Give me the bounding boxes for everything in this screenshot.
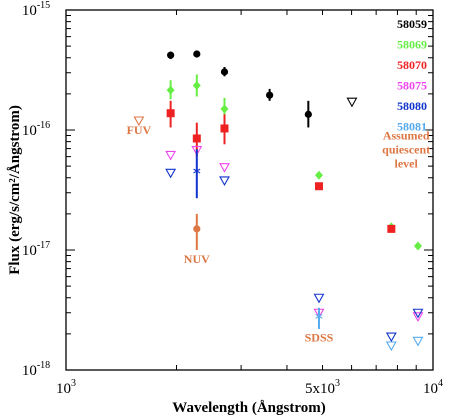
data-point [220, 104, 229, 114]
legend: 58059 58069 58070 58075 58080 58081 [397, 17, 427, 134]
data-point-upper-limit [165, 150, 177, 161]
data-point-upper-limit [412, 336, 424, 347]
x-axis-title: Wavelength (Ångstrom) [172, 400, 325, 416]
legend-entry: 58081 [397, 120, 427, 134]
data-point [220, 124, 229, 133]
data-point-upper-limit [133, 116, 145, 127]
axis-ticks [65, 9, 434, 371]
data-point [387, 224, 396, 233]
x-tick-label: 104 [423, 378, 443, 397]
y-tick-label: 10-18 [22, 360, 50, 379]
y-axis-title: Flux (erg/s/cm²/Ångstrom) [7, 105, 23, 275]
data-point [315, 312, 323, 321]
plot-frame [65, 9, 434, 371]
legend-entry: 58075 [397, 79, 427, 93]
data-point [314, 182, 323, 191]
data-point [192, 80, 201, 90]
annotation: FUV [127, 123, 152, 137]
annotation: NUV [184, 252, 210, 266]
data-point [266, 91, 274, 99]
y-tick-label: 10-17 [22, 240, 50, 259]
data-point [167, 51, 175, 59]
data-point-upper-limit [219, 176, 230, 187]
x-tick-label: 103 [56, 378, 76, 397]
data-marks [133, 50, 424, 352]
legend-entry: 58069 [397, 38, 427, 52]
annotations: FUV NUV SDSS Assumed quiescent level [127, 123, 431, 345]
axis-tick-labels: 103 5x103 104 10-15 10-16 10-17 10-18 [22, 0, 443, 397]
data-point-upper-limit [313, 293, 325, 304]
legend-entry: 58070 [397, 58, 427, 72]
annotation: Assumed quiescent level [382, 129, 430, 171]
data-point [314, 170, 323, 180]
data-point-upper-limit [412, 308, 424, 319]
y-tick-label: 10-16 [22, 120, 50, 139]
data-point [193, 167, 201, 175]
data-point [304, 110, 312, 118]
data-point-upper-limit [385, 332, 397, 343]
data-point-upper-limit [165, 168, 177, 179]
data-point-upper-limit [385, 341, 397, 352]
data-point [413, 241, 422, 251]
y-tick-label: 10-15 [22, 0, 50, 19]
data-point-upper-limit [191, 146, 203, 156]
data-point-upper-limit [346, 97, 358, 108]
legend-entry: 58080 [397, 99, 427, 113]
data-point-upper-limit [412, 312, 424, 322]
data-point-upper-limit [219, 163, 230, 173]
data-point [193, 50, 201, 58]
x-tick-label: 5x103 [305, 378, 340, 397]
data-point [166, 109, 175, 118]
annotation: SDSS [305, 331, 334, 345]
data-point [166, 85, 175, 95]
data-point [220, 68, 229, 76]
data-point [193, 225, 201, 233]
data-point [192, 134, 201, 143]
legend-entry: 58059 [397, 17, 427, 31]
